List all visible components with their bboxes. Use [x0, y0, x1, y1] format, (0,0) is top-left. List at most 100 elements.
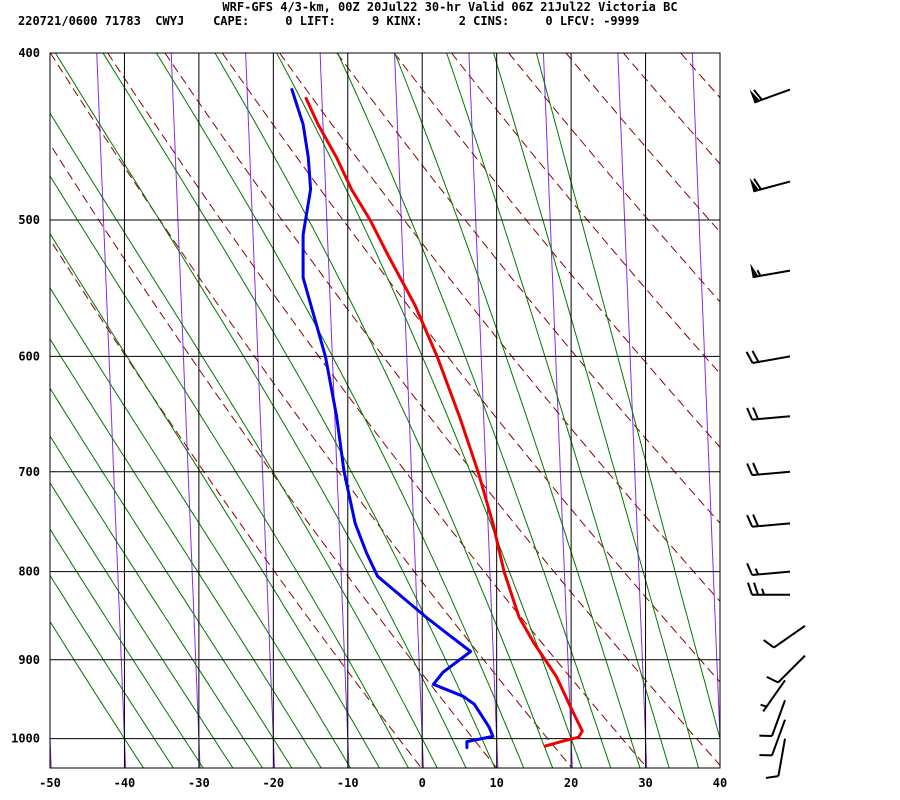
barb-pennant: [750, 263, 759, 278]
moist-adiabat-line: [54, 53, 467, 768]
wind-barb: [745, 350, 791, 364]
dry-adiabat-line: [853, 53, 900, 768]
wind-barb: [746, 462, 791, 477]
dewpoint-profile: [290, 88, 495, 750]
moist-adiabat-line: [276, 53, 583, 768]
isotherm-line: [542, 53, 573, 768]
dry-adiabat-line: [508, 53, 720, 303]
moist-adiabat-line: [337, 53, 612, 768]
barb-full: [752, 462, 760, 475]
barb-full: [753, 178, 762, 190]
wind-barb: [766, 654, 806, 684]
chart-title: WRF-GFS 4/3-km, 00Z 20Jul22 30-hr Valid …: [222, 0, 678, 14]
isotherm-line: [394, 53, 424, 768]
x-tick-label: -30: [188, 776, 210, 790]
barb-half: [754, 568, 760, 575]
isotherm-line: [617, 53, 648, 768]
dry-adiabat-line: [738, 53, 900, 768]
dry-adiabat-line: [107, 53, 648, 768]
barb-staff: [762, 679, 786, 713]
barb-staff: [752, 522, 791, 528]
isotherm-line: [245, 53, 275, 768]
dry-adiabat-line: [565, 53, 720, 233]
moist-adiabat-line: [214, 53, 554, 768]
moist-adiabat-line: [50, 112, 438, 768]
wind-barb: [759, 719, 786, 757]
chart-index-line: 220721/0600 71783 CWYJ CAPE: 0 LIFT: 9 K…: [18, 14, 640, 28]
dry-adiabat-line: [279, 53, 720, 603]
isotherm-line: [96, 53, 127, 768]
moist-adiabat-line: [535, 53, 720, 741]
barb-full: [763, 639, 775, 649]
isotherm-line: [468, 53, 499, 768]
wind-barb: [746, 514, 791, 528]
wind-barb: [749, 177, 791, 193]
moist-adiabat-line: [50, 175, 409, 768]
dry-adiabat-line: [451, 53, 720, 375]
moist-adiabat-line: [50, 387, 293, 768]
wind-barbs: [745, 88, 806, 779]
barb-half: [756, 269, 762, 277]
wind-barb: [765, 738, 786, 779]
barb-staff: [753, 88, 791, 104]
x-tick-label: 10: [489, 776, 503, 790]
wind-barb: [759, 699, 786, 737]
plot-frame: [49, 52, 721, 769]
profiles: [290, 88, 584, 750]
temperature-profile: [304, 96, 584, 748]
wind-barb: [749, 88, 791, 104]
barb-staff: [752, 269, 791, 279]
moist-adiabat-line: [50, 435, 263, 768]
barb-staff: [752, 570, 791, 576]
barb-staff: [752, 355, 791, 364]
moist-adiabat-line: [50, 232, 380, 768]
x-tick-label: -20: [262, 776, 284, 790]
dry-adiabat-line: [795, 53, 900, 768]
pressure-tick-label: 800: [18, 565, 40, 579]
moist-adiabat-line: [50, 620, 144, 768]
barb-staff: [752, 470, 791, 477]
barb-full: [746, 514, 754, 528]
barb-full: [746, 463, 754, 476]
wind-barb: [763, 624, 806, 649]
isotherm-line: [841, 53, 870, 768]
isotherm-line: [319, 53, 350, 768]
dry-adiabat-line: [336, 53, 720, 524]
wind-barb: [746, 562, 791, 576]
barb-staff: [771, 719, 786, 756]
x-tick-label: -40: [114, 776, 136, 790]
barb-staff: [752, 415, 791, 421]
dry-adiabat-line: [50, 238, 422, 768]
barb-full: [747, 582, 753, 596]
barb-full: [765, 775, 779, 779]
isotherm-line: [170, 53, 201, 768]
wind-barb: [746, 407, 791, 421]
barb-full: [746, 562, 754, 576]
barb-half: [760, 703, 767, 708]
moist-adiabat-line: [50, 481, 234, 768]
barb-staff: [777, 738, 786, 777]
barb-full: [753, 89, 763, 101]
isotherm-line: [767, 53, 796, 768]
isotherm-line: [691, 53, 720, 750]
pressure-tick-label: 900: [18, 653, 40, 667]
moist-adiabat-line: [493, 53, 699, 768]
barb-full: [752, 514, 760, 527]
pressure-tick-label: 600: [18, 349, 40, 363]
dry-adiabat-line: [623, 53, 720, 165]
dry-adiabat-line: [50, 143, 498, 768]
dry-adiabat-line: [680, 53, 720, 99]
barb-full: [752, 407, 760, 420]
barb-half: [761, 588, 765, 596]
x-tick-label: -50: [39, 776, 61, 790]
barb-full: [751, 350, 760, 363]
barb-staff: [753, 180, 791, 193]
barb-staff: [777, 654, 806, 684]
barb-pennant: [749, 89, 760, 103]
wind-barb: [750, 263, 791, 279]
barb-full: [753, 582, 759, 596]
moist-adiabat-line: [102, 53, 496, 768]
x-tick-label: 0: [419, 776, 426, 790]
wind-barb: [747, 582, 790, 596]
